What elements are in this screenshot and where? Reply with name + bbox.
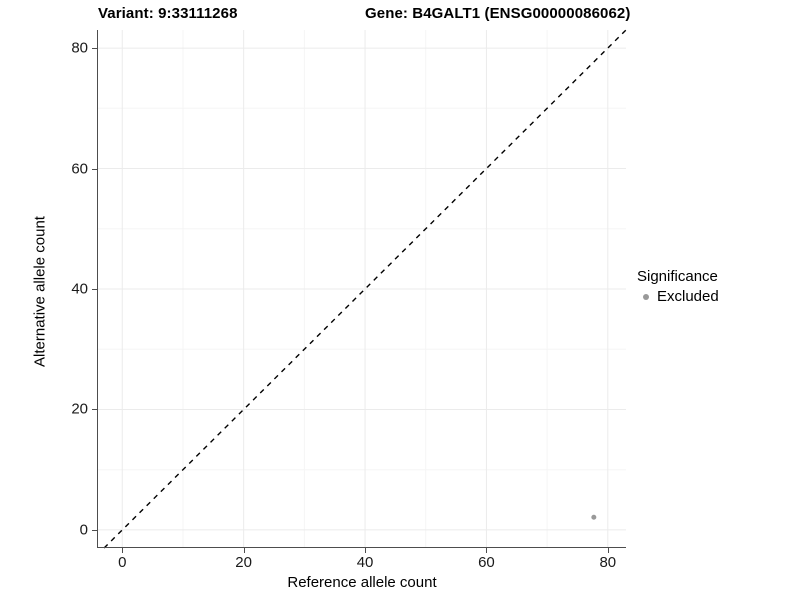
x-tick-mark: [607, 548, 609, 553]
y-tick-mark: [92, 529, 97, 531]
y-tick-mark: [92, 409, 97, 411]
x-tick-label: 20: [235, 554, 252, 571]
plot-panel: [98, 30, 626, 548]
y-tick-label: 0: [79, 521, 88, 539]
x-axis-line: [98, 547, 626, 548]
y-tick-label: 60: [71, 160, 88, 178]
identity-reference-line: [104, 30, 626, 548]
x-tick-label: 60: [478, 554, 495, 571]
x-tick-mark: [486, 548, 488, 553]
gridlines: [98, 30, 626, 548]
y-tick-label: 40: [71, 280, 88, 298]
x-tick-label: 40: [356, 554, 374, 571]
y-tick-label-group: 0 20 40 60 80: [0, 0, 88, 600]
data-point: [591, 514, 597, 520]
data-layer: [98, 30, 626, 548]
y-tick-mark: [92, 48, 97, 50]
x-tick-mark: [243, 548, 245, 553]
x-axis-label: Reference allele count: [287, 574, 437, 591]
legend: Significance Excluded: [637, 268, 797, 306]
legend-item-label: Excluded: [657, 288, 719, 305]
x-tick-mark: [365, 548, 367, 553]
x-tick-mark: [122, 548, 124, 553]
y-axis-label: Alternative allele count: [31, 216, 49, 367]
y-tick-label: 80: [71, 39, 88, 57]
y-tick-label: 20: [71, 400, 88, 418]
gene-title: Gene: B4GALT1 (ENSG00000086062): [365, 5, 631, 22]
legend-title: Significance: [637, 268, 718, 285]
legend-items: Excluded: [637, 288, 797, 306]
x-tick-label: 0: [118, 554, 127, 571]
y-tick-mark: [92, 168, 97, 170]
y-axis-line: [97, 30, 98, 548]
x-tick-label: 80: [599, 554, 617, 571]
legend-item[interactable]: Excluded: [637, 288, 797, 306]
point-icon: [637, 288, 655, 306]
y-tick-mark: [92, 289, 97, 290]
legend-swatch: [643, 294, 649, 300]
variant-title: Variant: 9:33111268: [98, 5, 238, 22]
